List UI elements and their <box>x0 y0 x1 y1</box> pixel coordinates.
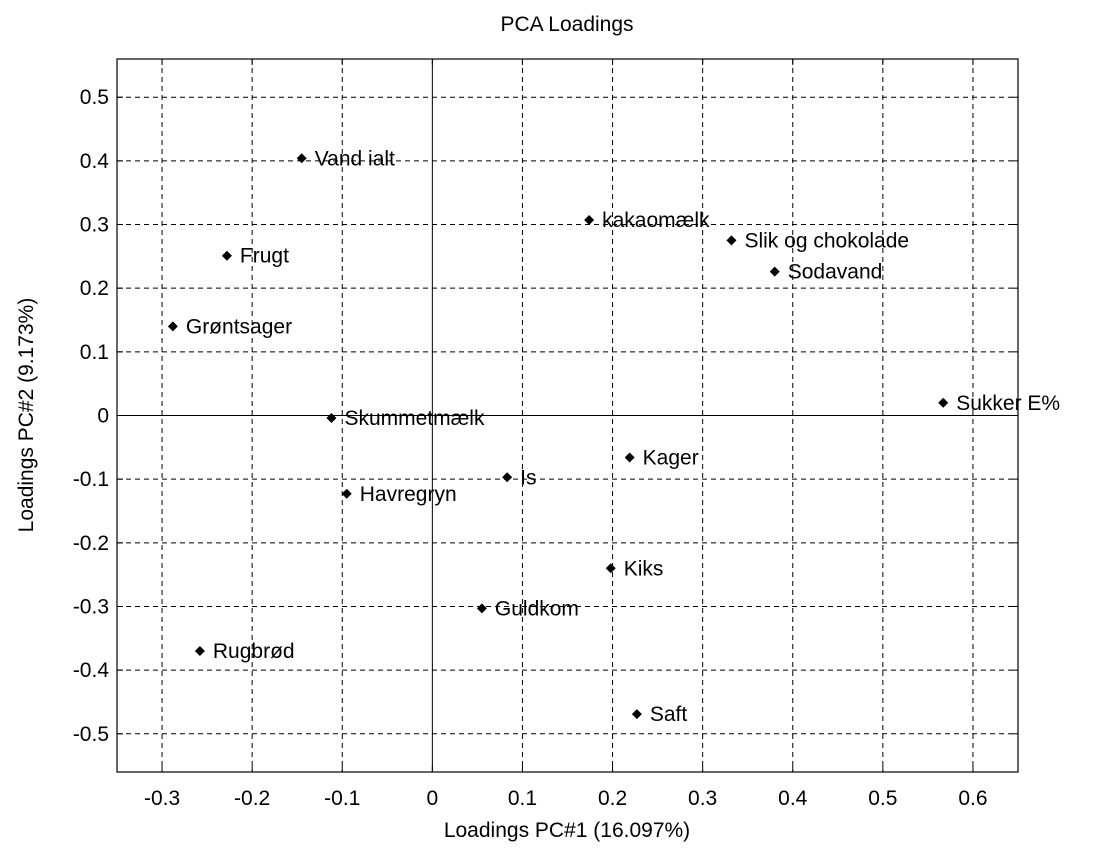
y-tick-label: -0.2 <box>73 532 109 555</box>
chart-title: PCA Loadings <box>500 13 633 36</box>
point-label: Vand ialt <box>315 147 395 170</box>
point-marker <box>221 250 232 261</box>
y-tick-label: -0.3 <box>73 595 109 618</box>
x-tick-label: -0.1 <box>324 787 360 810</box>
x-tick-label: 0 <box>427 787 439 810</box>
point-label: Kager <box>643 447 699 470</box>
x-tick-label: 0.4 <box>778 787 808 810</box>
grid-lines <box>117 59 1018 772</box>
y-tick-label: 0.3 <box>80 214 109 237</box>
point-label: Skummetmælk <box>344 407 485 430</box>
point-marker <box>296 153 307 164</box>
y-tick-label: 0.2 <box>80 277 109 300</box>
y-tick-label: 0 <box>97 405 109 428</box>
point-label: Slik og chokolade <box>744 229 909 252</box>
point-label: Is <box>520 466 536 489</box>
tick-labels: -0.3 -0.2 -0.1 0 0.1 0.2 0.3 0.4 0.5 0.6 0.5 0.4 0.3… <box>73 86 988 810</box>
x-tick-label: 0.5 <box>868 787 897 810</box>
point-marker <box>476 603 487 614</box>
y-tick-label: -0.1 <box>73 468 109 491</box>
point-label: Sukker E% <box>956 392 1060 415</box>
x-tick-label: 0.6 <box>958 787 987 810</box>
point-label: Kiks <box>624 557 664 580</box>
data-point: Sukker E% <box>938 392 1060 415</box>
data-point: Guldkom <box>476 597 579 620</box>
point-marker <box>502 472 513 483</box>
point-marker <box>194 646 205 657</box>
y-tick-label: -0.4 <box>73 659 110 682</box>
x-tick-label: -0.2 <box>234 787 270 810</box>
point-marker <box>631 709 642 720</box>
x-tick-label: 0.2 <box>598 787 627 810</box>
x-axis-label: Loadings PC#1 (16.097%) <box>444 819 690 842</box>
x-tick-label: -0.3 <box>144 787 180 810</box>
y-tick-label: 0.1 <box>80 341 109 364</box>
axes <box>116 58 1019 773</box>
data-point: Rugbrød <box>194 640 295 663</box>
point-label: Saft <box>650 703 688 726</box>
data-point: Vand ialt <box>296 147 395 170</box>
data-point: Is <box>502 466 536 489</box>
point-marker <box>341 488 352 499</box>
data-point: Slik og chokolade <box>726 229 909 252</box>
data-point: Kager <box>624 447 699 470</box>
point-marker <box>938 397 949 408</box>
point-marker <box>769 266 780 277</box>
data-point: Grøntsager <box>167 315 292 338</box>
data-point: Frugt <box>221 245 289 268</box>
y-tick-label: 0.4 <box>80 150 110 173</box>
data-point: Saft <box>631 703 688 726</box>
y-tick-label: 0.5 <box>80 86 109 109</box>
y-axis-label: Loadings PC#2 (9.173%) <box>15 298 38 533</box>
point-marker <box>726 235 737 246</box>
point-label: Sodavand <box>788 261 883 284</box>
data-point: Skummetmælk <box>326 407 485 430</box>
point-label: Rugbrød <box>213 640 295 663</box>
x-tick-label: 0.1 <box>508 787 537 810</box>
point-label: kakaomælk <box>602 209 710 232</box>
point-marker <box>605 563 616 574</box>
data-point: Kiks <box>605 557 664 580</box>
data-point: kakaomælk <box>584 209 710 232</box>
point-marker <box>624 452 635 463</box>
data-point: Sodavand <box>769 261 883 284</box>
y-tick-label: -0.5 <box>73 723 109 746</box>
point-label: Havregryn <box>360 483 457 506</box>
point-marker <box>167 321 178 332</box>
x-tick-label: 0.3 <box>688 787 717 810</box>
point-marker <box>584 215 595 226</box>
data-points: Vand ialt Frugt Grøntsager kakaomælk Slik og… <box>167 147 1060 726</box>
point-label: Guldkom <box>495 597 579 620</box>
point-label: Grøntsager <box>186 315 292 338</box>
data-point: Havregryn <box>341 483 457 506</box>
point-label: Frugt <box>240 245 289 268</box>
point-marker <box>326 413 337 424</box>
